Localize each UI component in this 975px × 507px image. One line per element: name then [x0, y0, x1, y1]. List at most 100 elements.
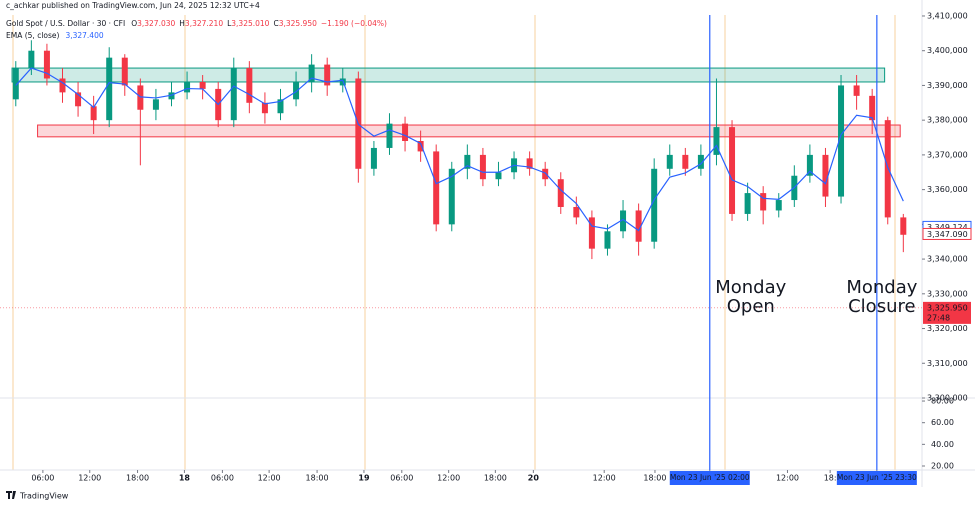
candle-body	[775, 200, 782, 211]
candle-body	[324, 64, 331, 86]
price-label: 3,325.950	[927, 303, 968, 312]
ohlc-value: 3,327.030	[137, 19, 175, 28]
candle-body	[184, 81, 191, 93]
y2-tick-label: 60.00	[931, 418, 954, 427]
x-tick-label: Mon 23 Jun '25 23:30	[837, 473, 917, 482]
x-tick-label: 18:00	[643, 474, 666, 483]
price-label-sub: 27:48	[927, 313, 950, 322]
x-tick-highlight	[836, 471, 917, 485]
price-label-box	[922, 227, 972, 240]
x-tick-label: 18:00	[306, 474, 329, 483]
change: −1.190 (−0.04%)	[321, 19, 387, 28]
y-tick-label: 3,360,000	[927, 185, 968, 194]
indicator-legend: EMA (5, close) 3,327.400	[6, 31, 104, 40]
zone	[11, 67, 886, 83]
candle-body	[433, 151, 440, 225]
candle-body	[308, 64, 315, 82]
candle-body	[386, 123, 393, 148]
x-tick-highlight	[669, 471, 750, 485]
candle-body	[448, 168, 455, 225]
annotation-text: Monday	[846, 277, 917, 298]
x-tick-label: 06:00	[211, 474, 234, 483]
candle-body	[479, 154, 486, 180]
candle-body	[526, 158, 533, 169]
y2-tick-label: 20.00	[931, 461, 954, 470]
y-tick-label: 3,310,000	[927, 359, 968, 368]
indicator-value: 3,327.400	[65, 31, 103, 40]
x-tick-label: 12:00	[78, 474, 101, 483]
symbol-legend: Gold Spot / U.S. Dollar · 30 · CFI O3,327…	[6, 19, 387, 28]
footer-logo: TradingView	[6, 491, 69, 501]
candle-body	[744, 193, 751, 214]
candle-body	[12, 68, 19, 100]
candle-body	[277, 99, 284, 114]
candle-body	[370, 147, 377, 169]
price-label: 3,347.090	[927, 230, 968, 239]
candle-body	[495, 172, 502, 180]
candle-body	[838, 85, 845, 197]
x-tick-label: 12:00	[437, 474, 460, 483]
x-tick-label: 20	[528, 474, 540, 483]
x-tick-label: 06:00	[31, 474, 54, 483]
y-tick-label: 3,340,000	[927, 255, 968, 264]
y-tick-label: 3,390,000	[927, 81, 968, 90]
candle-body	[697, 154, 704, 169]
candle-body	[106, 57, 113, 121]
candle-body	[900, 217, 907, 235]
x-tick-label: 18:00	[484, 474, 507, 483]
candle-body	[28, 50, 35, 69]
candle-body	[557, 179, 564, 207]
candle-body	[230, 68, 237, 121]
x-tick-label: 12:00	[258, 474, 281, 483]
candle-body	[168, 92, 175, 100]
x-tick-label: Mon 23 Jun '25 02:00	[670, 473, 750, 482]
ohlc-key: H	[179, 19, 185, 28]
y-tick-label: 3,400,000	[927, 46, 968, 55]
candle-body	[293, 81, 300, 100]
candle-body	[806, 154, 813, 176]
candle-body	[573, 206, 580, 218]
x-tick-label: 19	[358, 474, 370, 483]
ohlc-value: 3,325.950	[279, 19, 317, 28]
zone	[37, 124, 901, 138]
candle-body	[121, 57, 128, 86]
candle-body	[137, 85, 144, 110]
candle-body	[152, 99, 159, 110]
candle-body	[417, 141, 424, 152]
y-tick-label: 3,330,000	[927, 289, 968, 298]
candle-body	[666, 154, 673, 169]
candle-body	[464, 154, 471, 169]
candle-body	[604, 231, 611, 249]
ohlc-value: 3,325.010	[231, 19, 269, 28]
candle-body	[246, 68, 253, 103]
candle-body	[760, 193, 767, 211]
x-tick-label: 06:00	[390, 474, 413, 483]
candle-body	[402, 123, 409, 142]
x-tick-label: 18:00	[126, 474, 149, 483]
footer-text: TradingView	[19, 492, 69, 501]
y-tick-label: 3,410,000	[927, 11, 968, 20]
candle-body	[75, 92, 82, 107]
x-tick-label: 12:00	[776, 474, 799, 483]
ohlc-value: 3,327.210	[185, 19, 223, 28]
candle-body	[729, 127, 736, 214]
ohlc-key: L	[227, 19, 232, 28]
y-tick-label: 3,370,000	[927, 150, 968, 159]
candle-body	[869, 95, 876, 121]
y2-tick-label: 40.00	[931, 440, 954, 449]
candle-body	[261, 102, 268, 114]
candle-body	[822, 154, 829, 197]
candle-body	[588, 217, 595, 249]
candle-body	[43, 50, 50, 79]
price-label-box	[923, 301, 971, 324]
candle-body	[635, 210, 642, 242]
ema-line	[15, 67, 904, 232]
ohlc-key: C	[273, 19, 278, 28]
price-label: 3,349.124	[927, 223, 968, 232]
y-tick-label: 3,380,000	[927, 116, 968, 125]
symbol: Gold Spot / U.S. Dollar · 30 · CFI	[6, 19, 125, 28]
candle-body	[651, 168, 658, 242]
candle-body	[90, 106, 97, 121]
